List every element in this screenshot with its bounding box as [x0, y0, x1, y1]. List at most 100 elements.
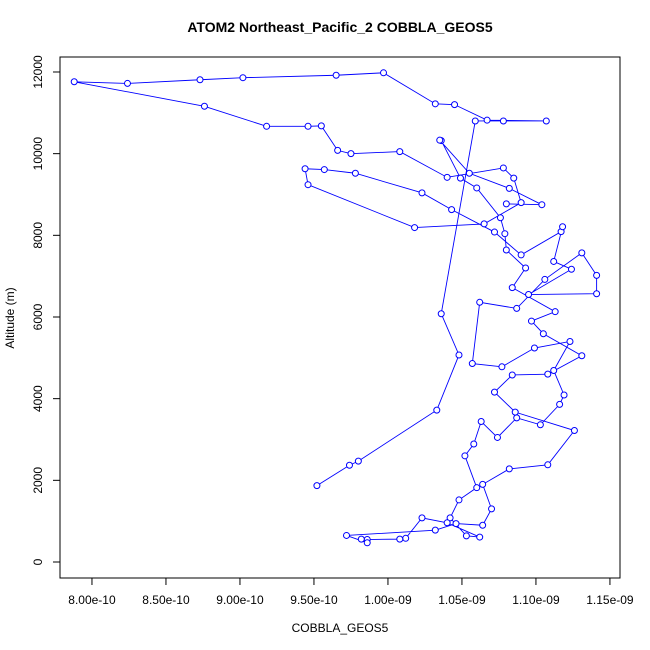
data-point [473, 484, 481, 492]
y-tick-label: 0 [31, 558, 45, 565]
data-point [499, 164, 507, 172]
data-point [448, 206, 456, 214]
data-point [418, 514, 426, 522]
data-point [525, 291, 533, 299]
data-point [396, 535, 404, 543]
data-point [317, 122, 325, 130]
data-point [263, 122, 271, 130]
data-point [452, 520, 460, 528]
data-point [301, 165, 309, 173]
data-point [468, 360, 476, 368]
y-tick-label: 6000 [31, 303, 45, 330]
x-tick-label: 8.00e-10 [68, 593, 116, 607]
data-point [496, 214, 504, 222]
data-point [517, 199, 525, 207]
data-point [479, 480, 487, 488]
x-tick-label: 8.50e-10 [142, 593, 190, 607]
x-tick-label: 1.15e-09 [586, 593, 634, 607]
data-point [461, 452, 469, 460]
data-point [491, 388, 499, 396]
data-point [239, 74, 247, 82]
data-point [522, 264, 530, 272]
data-point [483, 116, 491, 124]
y-axis-label: Altitude (m) [3, 287, 17, 348]
data-point [446, 514, 454, 522]
data-point [332, 71, 340, 79]
data-point [560, 391, 568, 399]
data-point [559, 223, 567, 231]
data-point [443, 519, 451, 527]
y-tick-label: 4000 [31, 385, 45, 412]
data-point [508, 371, 516, 379]
data-point [431, 526, 439, 534]
data-point [502, 200, 510, 208]
data-point [480, 220, 488, 228]
data-point [567, 265, 575, 273]
data-point [196, 76, 204, 84]
x-tick-label: 1.05e-09 [438, 593, 486, 607]
data-point [402, 534, 410, 542]
data-point [455, 496, 463, 504]
data-point [544, 370, 552, 378]
data-point [570, 427, 578, 435]
data-point [510, 174, 518, 182]
data-point [566, 337, 574, 345]
x-axis-label: COBBLA_GEOS5 [292, 621, 389, 635]
x-tick-label: 9.00e-10 [216, 593, 264, 607]
data-point [357, 535, 365, 543]
data-point [433, 406, 441, 414]
data-point [578, 352, 586, 360]
data-point [513, 304, 521, 312]
data-point [380, 69, 388, 77]
x-tick-label: 1.10e-09 [512, 593, 560, 607]
data-point [477, 418, 485, 426]
y-tick-label: 2000 [31, 467, 45, 494]
data-point [505, 465, 513, 473]
y-tick-label: 8000 [31, 222, 45, 249]
data-point [530, 344, 538, 352]
data-point [347, 150, 355, 158]
chart-title: ATOM2 Northeast_Pacific_2 COBBLA_GEOS5 [187, 19, 492, 35]
data-point [304, 181, 312, 189]
data-point [451, 101, 459, 109]
data-point [528, 317, 536, 325]
data-point [476, 533, 484, 541]
data-point [431, 100, 439, 108]
data-point [538, 201, 546, 209]
data-point [418, 189, 426, 197]
data-point [498, 363, 506, 371]
data-point [363, 539, 371, 547]
data-point [508, 284, 516, 292]
data-point [505, 184, 513, 192]
data-point [456, 174, 464, 182]
data-point [488, 505, 496, 513]
data-point [593, 290, 601, 298]
data-point [502, 246, 510, 254]
data-point [593, 271, 601, 279]
data-point [493, 433, 501, 441]
data-point [345, 461, 353, 469]
data-point [513, 414, 521, 422]
data-point [334, 146, 342, 154]
data-point [465, 169, 473, 177]
data-point [471, 117, 479, 125]
data-point [479, 521, 487, 529]
data-point [462, 532, 470, 540]
data-point [443, 173, 451, 181]
data-point [541, 275, 549, 283]
data-point [354, 457, 362, 465]
data-point [550, 366, 558, 374]
data-point [470, 440, 478, 448]
data-point [304, 122, 312, 130]
data-point [476, 298, 484, 306]
data-point [556, 400, 564, 408]
data-point [550, 257, 558, 265]
data-point [411, 224, 419, 232]
data-point [351, 169, 359, 177]
data-point [536, 421, 544, 429]
data-point [320, 166, 328, 174]
data-point [343, 531, 351, 539]
data-point [539, 330, 547, 338]
data-point [499, 117, 507, 125]
data-point [313, 482, 321, 490]
